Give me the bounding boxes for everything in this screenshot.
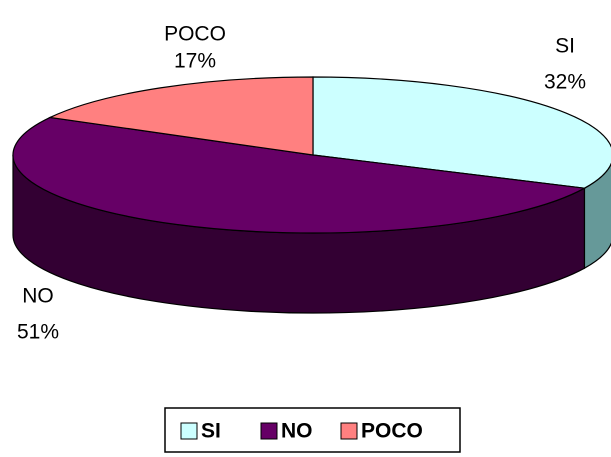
legend-swatch	[340, 422, 358, 440]
legend-label: NO	[281, 420, 313, 443]
slice-value-label: 32%	[544, 71, 586, 94]
legend-label: POCO	[361, 420, 423, 443]
legend-box	[164, 407, 461, 453]
slice-value-label: 51%	[17, 321, 59, 344]
pie-slice	[12, 116, 587, 234]
legend-swatch	[180, 422, 198, 440]
slice-label: NO	[22, 285, 54, 308]
pie-slice	[48, 76, 314, 156]
slice-value-label: 17%	[174, 50, 216, 73]
slice-label: SI	[555, 35, 575, 58]
legend-label: SI	[201, 420, 221, 443]
legend-swatch	[260, 422, 278, 440]
slice-label: POCO	[164, 23, 226, 46]
pie-slice	[312, 76, 611, 189]
